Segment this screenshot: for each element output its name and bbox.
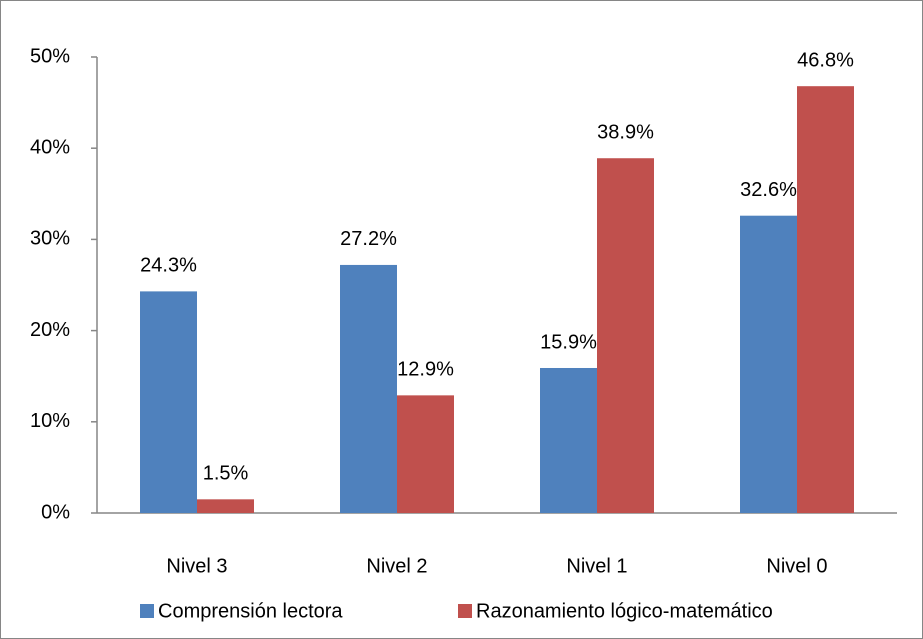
- data-label: 24.3%: [140, 255, 197, 277]
- x-tick-label: Nivel 2: [366, 555, 427, 577]
- bar: [540, 367, 597, 513]
- bar: [597, 158, 654, 513]
- bar: [397, 395, 454, 513]
- legend-label: Comprensión lectora: [158, 600, 343, 622]
- data-label: 38.9%: [597, 122, 654, 144]
- legend-swatch: [140, 604, 154, 618]
- legend-label: Razonamiento lógico-matemático: [476, 600, 773, 622]
- y-tick-label: 10%: [30, 410, 70, 432]
- data-label: 27.2%: [340, 228, 397, 250]
- data-label: 32.6%: [740, 179, 797, 201]
- legend-swatch: [458, 604, 472, 618]
- data-label: 1.5%: [203, 463, 249, 485]
- bar: [197, 499, 254, 513]
- y-tick-label: 40%: [30, 136, 70, 158]
- bar: [140, 291, 197, 513]
- y-tick-label: 20%: [30, 319, 70, 341]
- data-label: 12.9%: [397, 359, 454, 381]
- x-tick-label: Nivel 3: [166, 555, 227, 577]
- bar: [740, 215, 797, 514]
- data-label: 15.9%: [540, 331, 597, 353]
- x-tick-label: Nivel 0: [766, 555, 827, 577]
- x-tick-label: Nivel 1: [566, 555, 627, 577]
- y-tick-label: 30%: [30, 228, 70, 250]
- y-tick-label: 50%: [30, 45, 70, 67]
- data-label: 46.8%: [797, 49, 854, 71]
- bar: [797, 86, 854, 514]
- bar: [340, 264, 397, 513]
- y-tick-label: 0%: [41, 501, 70, 523]
